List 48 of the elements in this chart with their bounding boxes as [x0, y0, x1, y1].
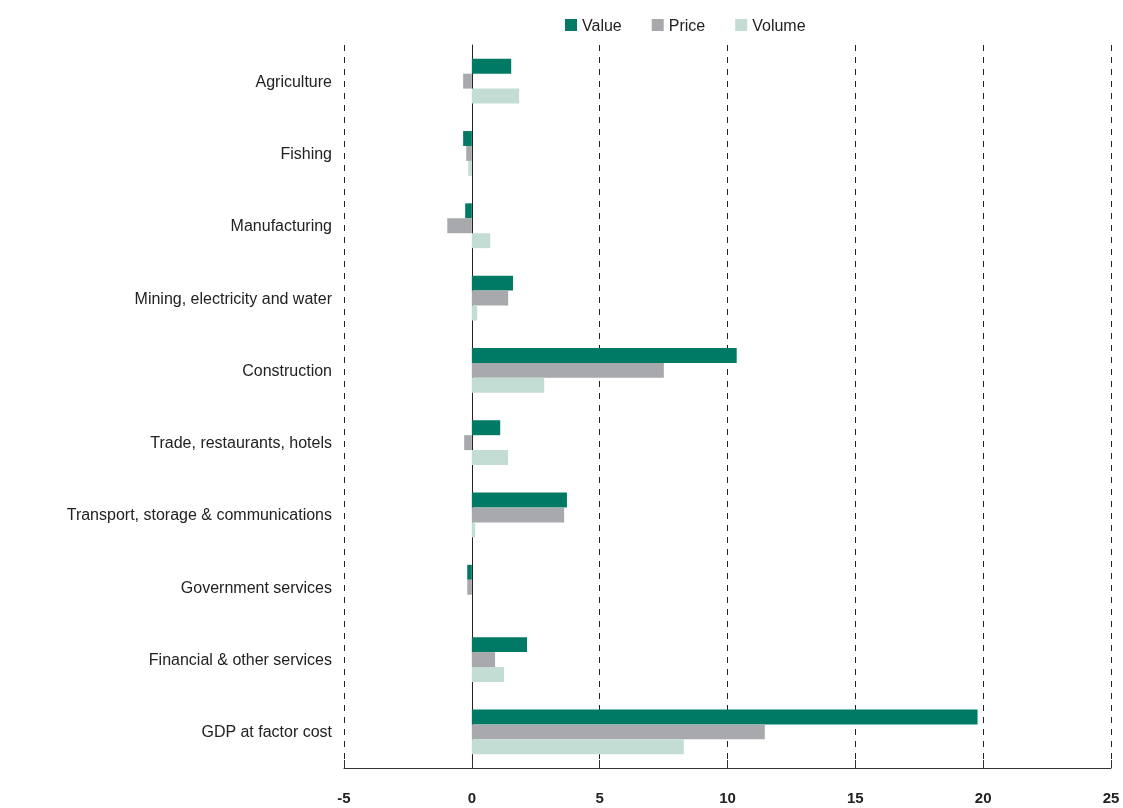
bar: [463, 73, 472, 89]
bar: [471, 275, 513, 291]
legend-label: Value: [582, 16, 622, 34]
bar: [471, 58, 512, 74]
bar: [471, 450, 509, 466]
bar: [471, 507, 565, 523]
y-tick-label: Mining, electricity and water: [134, 289, 333, 307]
bar: [464, 435, 472, 451]
bar: [471, 347, 737, 363]
legend-label: Price: [668, 16, 706, 34]
bar: [471, 739, 684, 755]
bar: [471, 233, 491, 249]
y-tick-label: GDP at factor cost: [201, 723, 333, 741]
y-tick-label: Fishing: [280, 144, 332, 162]
y-tick-label: Trade, restaurants, hotels: [150, 434, 332, 452]
bar: [471, 362, 664, 378]
bar: [467, 579, 472, 595]
bar: [463, 131, 472, 146]
bar: [466, 145, 472, 161]
x-tick-label: 20: [974, 789, 992, 806]
bar: [471, 420, 501, 436]
bar: [468, 160, 472, 176]
y-tick-label: Agriculture: [255, 72, 333, 90]
x-tick-label: 5: [595, 789, 604, 806]
y-tick-label: Financial & other services: [148, 651, 332, 669]
y-tick-label: Government services: [180, 578, 332, 596]
bar: [471, 492, 567, 508]
y-tick-label: Manufacturing: [230, 217, 332, 235]
y-tick-label: Construction: [242, 361, 332, 379]
x-tick-label: 0: [467, 789, 477, 806]
x-tick-label: 15: [846, 789, 864, 806]
bar: [471, 290, 509, 306]
x-tick-label: -5: [337, 789, 351, 806]
bar: [471, 637, 528, 653]
bar: [471, 709, 978, 725]
bar: [467, 564, 472, 580]
bar: [471, 522, 476, 538]
bar: [465, 203, 472, 219]
y-tick-label: Transport, storage & communications: [66, 506, 332, 524]
legend-label: Volume: [752, 16, 806, 34]
bar: [471, 667, 505, 682]
x-tick-label: 10: [719, 789, 736, 806]
bar: [471, 88, 520, 104]
bar: [471, 652, 496, 668]
bar: [447, 218, 472, 234]
bar: [471, 377, 545, 393]
x-tick-label: 25: [1102, 789, 1120, 806]
bar: [471, 724, 765, 740]
